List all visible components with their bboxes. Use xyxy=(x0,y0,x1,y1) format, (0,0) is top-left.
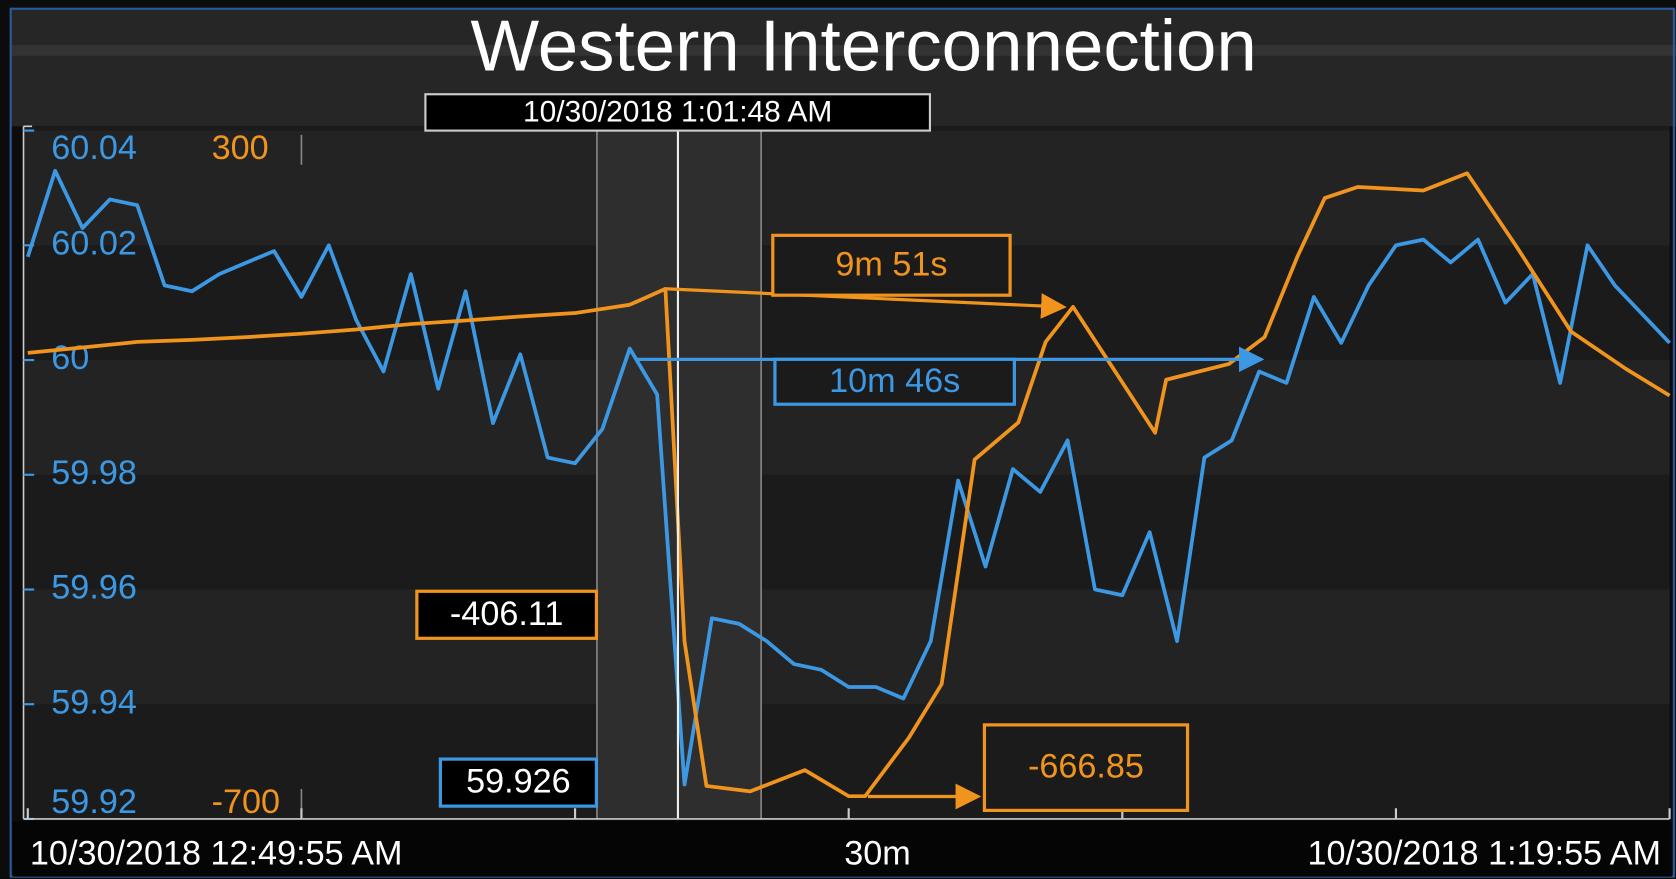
annotation-label: 10m 46s xyxy=(829,362,960,400)
y-tick-label: 60.02 xyxy=(51,224,137,262)
annotation-label: 59.926 xyxy=(466,763,571,801)
series-line xyxy=(27,171,1671,799)
annotation-label: 9m 51s xyxy=(835,245,947,283)
annotation-label: -666.85 xyxy=(1028,748,1144,786)
grid-band xyxy=(23,474,1670,590)
chart-title: Western Interconnection xyxy=(470,6,1256,87)
annotation-box xyxy=(438,757,599,808)
cursor-label-box xyxy=(424,93,931,132)
annotation-box xyxy=(773,357,1016,406)
title-strip xyxy=(10,45,1676,56)
annotation-box xyxy=(415,589,599,640)
y-tick-label: 60.04 xyxy=(51,129,137,167)
y-tick-label: 59.98 xyxy=(51,454,137,492)
y2-tick-label: -700 xyxy=(212,783,280,821)
annotation-box xyxy=(982,723,1190,813)
y-tick-label: 59.96 xyxy=(51,569,137,607)
x-tick-label: 10/30/2018 12:49:55 AM xyxy=(30,834,403,872)
duration-arrow xyxy=(664,287,1067,319)
cursor-label: 10/30/2018 1:01:48 AM xyxy=(523,95,832,128)
y-tick-label: 60 xyxy=(51,339,89,377)
annotation-label: -406.11 xyxy=(450,595,563,633)
y-tick-label: 59.92 xyxy=(51,783,137,821)
y2-tick-label: 300 xyxy=(212,129,269,167)
x-span-label: 30m xyxy=(844,834,911,872)
grid-band xyxy=(23,130,1670,246)
x-tick-label: 10/30/2018 1:19:55 AM xyxy=(1307,834,1661,872)
grid-band xyxy=(23,704,1670,819)
y-tick-label: 59.94 xyxy=(51,683,137,721)
x-axis-band xyxy=(12,821,1672,877)
series-line xyxy=(26,168,1671,787)
annotation-box xyxy=(771,233,1012,297)
